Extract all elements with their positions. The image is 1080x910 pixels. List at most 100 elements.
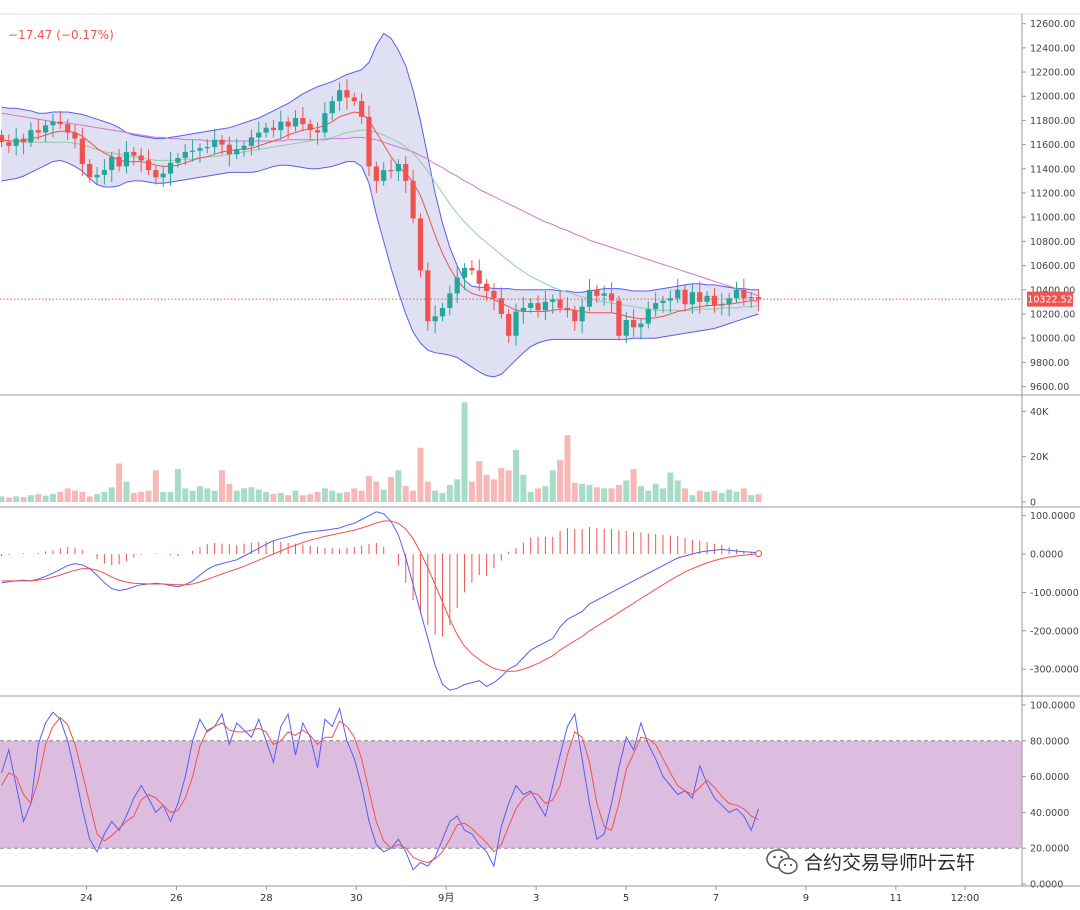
x-axis: 24 26 28 30 9月 3 5 7 9 11 12:00 xyxy=(80,886,979,904)
volume-panel[interactable]: 40K 20K 0 xyxy=(0,402,1049,509)
volume-bar xyxy=(64,488,71,502)
volume-bar xyxy=(285,495,292,502)
volume-bar xyxy=(674,480,681,502)
volume-bar xyxy=(189,490,196,502)
volume-bar xyxy=(35,494,42,502)
axes xyxy=(0,13,1080,887)
candle-body xyxy=(461,268,468,278)
volume-bar xyxy=(483,474,490,502)
price-change-label: −17.47 (−0.17%) xyxy=(8,28,114,42)
candle-body xyxy=(72,132,78,139)
candle-body xyxy=(337,90,343,102)
volume-bar xyxy=(20,497,27,502)
volume-bar xyxy=(446,485,453,502)
candle-body xyxy=(35,130,41,133)
macd-tick-label: 0.0000 xyxy=(1030,550,1063,561)
candle-body xyxy=(116,156,122,167)
volume-bar xyxy=(417,447,424,502)
volume-bar xyxy=(233,490,240,502)
volume-bar xyxy=(571,482,578,502)
volume-bar xyxy=(755,494,762,502)
volume-bar xyxy=(160,491,167,502)
last-price-tag: 10322.52 xyxy=(1027,291,1073,307)
wechat-icon xyxy=(766,849,798,875)
volume-bar xyxy=(49,494,56,502)
volume-bar xyxy=(277,492,284,502)
watermark-text: 合约交易导师叶云轩 xyxy=(804,852,975,874)
volume-bar xyxy=(358,490,365,502)
volume-bar xyxy=(299,495,306,502)
candle-body xyxy=(417,218,424,271)
candle-body xyxy=(109,156,115,171)
price-tick-label: 12400.00 xyxy=(1030,43,1075,54)
volume-bar xyxy=(748,495,755,502)
x-tick-label: 28 xyxy=(260,893,273,904)
candle-body xyxy=(373,166,379,181)
candle-body xyxy=(212,139,218,148)
volume-bar xyxy=(27,495,34,502)
volume-bar xyxy=(366,475,372,502)
volume-bar xyxy=(79,491,86,502)
candle-body xyxy=(322,113,328,133)
volume-bar xyxy=(410,490,417,502)
volume-bar xyxy=(615,485,622,502)
volume-bar xyxy=(263,491,270,502)
x-tick-label: 5 xyxy=(623,893,629,904)
macd-panel[interactable]: 100.0000 0.0000 -100.0000 -200.0000 -300.000… xyxy=(1,511,1079,691)
macd-end-marker xyxy=(755,550,763,558)
candle-body xyxy=(57,121,63,125)
candle-body xyxy=(388,170,394,172)
volume-bar xyxy=(72,490,78,502)
candle-body xyxy=(79,138,85,164)
candle-body xyxy=(638,323,644,328)
volume-bar xyxy=(682,488,689,502)
candle-body xyxy=(403,163,409,181)
candle-body xyxy=(579,306,585,322)
candle-body xyxy=(314,130,321,133)
volume-bar xyxy=(86,496,93,502)
volume-bar xyxy=(505,470,512,502)
candle-body xyxy=(491,290,497,299)
candle-body xyxy=(719,304,725,306)
candle-body xyxy=(256,132,262,138)
volume-bar xyxy=(292,490,299,502)
volume-bar xyxy=(351,488,358,502)
volume-bar xyxy=(432,490,439,502)
macd-tick-label: 100.0000 xyxy=(1030,511,1075,522)
stochastic-tick-label: 100.0000 xyxy=(1030,701,1075,712)
last-price-tag-bg xyxy=(1027,291,1073,307)
ma-slow-line xyxy=(1,112,759,297)
price-tick-label: 9600.00 xyxy=(1030,382,1069,393)
candle-body xyxy=(131,151,137,156)
candle-body xyxy=(447,293,453,308)
candle-body xyxy=(542,301,548,311)
volume-bar xyxy=(711,490,718,502)
stochastic-tick-label: 20.0000 xyxy=(1030,844,1069,855)
candle-body xyxy=(300,118,306,125)
candle-body xyxy=(535,303,541,311)
volume-bar xyxy=(652,483,659,502)
volume-bar xyxy=(174,469,181,502)
stochastic-panel[interactable]: 100.0000 80.0000 60.0000 40.0000 20.0000 0.00… xyxy=(0,701,1075,891)
candle-body xyxy=(101,170,107,175)
price-panel[interactable]: 12600.00 12400.00 12200.00 12000.00 11800.00… xyxy=(0,19,1075,393)
candle-body xyxy=(182,151,188,158)
candle-body xyxy=(755,297,762,300)
price-tick-label: 12000.00 xyxy=(1030,92,1075,103)
candle-body xyxy=(550,299,556,302)
candle-body xyxy=(219,139,225,145)
candle-body xyxy=(263,127,269,133)
candle-body xyxy=(506,313,512,336)
x-tick-label: 24 xyxy=(80,893,93,904)
candle-body xyxy=(601,293,607,296)
volume-bar xyxy=(196,486,203,502)
price-tick-label: 10200.00 xyxy=(1030,309,1075,320)
candle-body xyxy=(653,303,659,310)
volume-bar xyxy=(557,460,564,502)
volume-bar xyxy=(373,481,380,502)
candle-body xyxy=(498,298,504,314)
volume-bar xyxy=(424,481,431,502)
candle-body xyxy=(307,124,313,131)
volume-bar xyxy=(689,495,696,502)
